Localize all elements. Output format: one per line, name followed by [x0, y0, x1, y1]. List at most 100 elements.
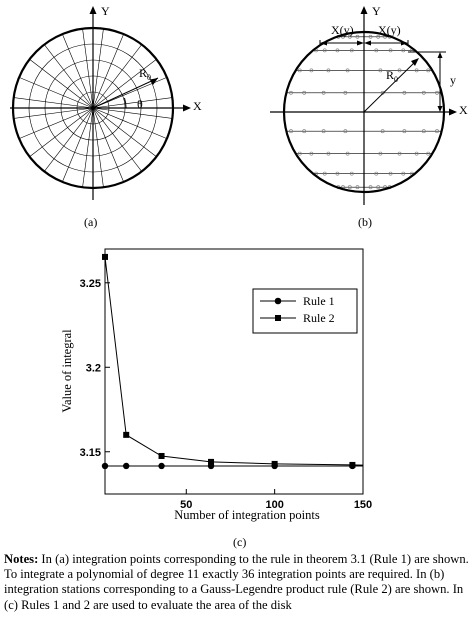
gauss-point [343, 90, 348, 95]
rule1-point [101, 462, 109, 470]
gauss-point [435, 90, 439, 95]
gauss-point [426, 68, 431, 73]
polar-spoke [44, 107, 94, 172]
gauss-point [397, 151, 402, 156]
panel-b-xy-left-arrow-icon [320, 40, 327, 46]
panel-a-angle-arc [124, 97, 127, 109]
gauss-point [297, 68, 302, 73]
gauss-point [343, 129, 348, 134]
polar-spoke [18, 77, 94, 109]
chart-series [101, 253, 364, 470]
x-tick-label: 50 [180, 499, 192, 511]
gauss-point [402, 129, 407, 134]
legend-rule2-marker [275, 315, 281, 321]
chart-ticks: 50 100 150 3.15 3.2 3.25 [80, 278, 373, 511]
polar-spoke [92, 107, 168, 139]
panel-b-y-dim-arrow-bottom-icon [437, 106, 443, 112]
legend-rule1-marker [274, 297, 282, 305]
gauss-point [289, 90, 293, 95]
polar-spoke [13, 107, 94, 119]
polar-ring [60, 75, 126, 141]
panel-a-y-label: Y [101, 4, 110, 18]
gauss-point [435, 129, 439, 134]
panel-a-x-label: X [193, 99, 202, 113]
x-tick-label: 150 [354, 499, 372, 511]
gauss-point [378, 151, 383, 156]
gauss-point [421, 129, 426, 134]
polar-spoke [92, 97, 173, 109]
polar-spoke [92, 107, 173, 119]
polar-ring [76, 91, 110, 125]
gauss-point [368, 34, 373, 39]
gauss-point [289, 129, 293, 134]
polar-spoke [92, 107, 124, 183]
gauss-point [401, 48, 406, 53]
gauss-point [414, 151, 419, 156]
panel-b-caption: (b) [358, 215, 372, 229]
panel-b-xy-right-arrow-icon [364, 40, 371, 46]
panel-b-y-arrow-icon [360, 6, 368, 14]
gauss-point [376, 185, 381, 190]
polar-spoke [29, 107, 94, 157]
polar-spoke [92, 44, 142, 109]
gauss-point [380, 129, 385, 134]
gauss-point [309, 151, 314, 156]
plot-frame [104, 248, 364, 495]
chart-legend: Rule 1 Rule 2 [252, 288, 358, 334]
y-axis-label: Value of integral [60, 329, 74, 413]
gauss-point [402, 90, 407, 95]
gauss-point [322, 171, 327, 176]
x-tick-label: 100 [265, 499, 283, 511]
panel-b-radius-arrow-icon [411, 58, 419, 66]
panel-a-x-arrow-icon [183, 104, 191, 112]
panel-b-y-dim-label: y [450, 73, 456, 87]
rule1-point [123, 462, 130, 470]
legend-box [252, 288, 358, 334]
panel-a-disk-boundary [11, 26, 175, 190]
panel-b-xy-right-arrow2-icon [401, 40, 408, 46]
y-tick-label: 3.2 [86, 362, 101, 374]
notes-text: In (a) integration points corresponding … [4, 552, 469, 612]
polar-spoke [13, 97, 94, 109]
polar-spoke [92, 59, 157, 109]
panel-b-radius-label: R0 [386, 68, 398, 84]
panel-a-y-arrow-icon [89, 6, 97, 14]
polar-spoke [62, 107, 94, 183]
gauss-point [401, 171, 406, 176]
rule1-point [158, 462, 165, 470]
gauss-point [302, 129, 307, 134]
gauss-point [326, 151, 331, 156]
panel-b-xy-right-label: X(y) [378, 23, 401, 37]
rule2-point [349, 461, 356, 468]
gauss-point [414, 68, 419, 73]
gauss-point [345, 68, 350, 73]
polar-spoke [82, 28, 94, 109]
gauss-point [321, 90, 326, 95]
polar-ring [44, 59, 142, 157]
gauss-point [326, 68, 331, 73]
polar-spoke [18, 107, 94, 139]
panel-a-radius-arrow-icon [150, 78, 158, 85]
gauss-point [349, 48, 354, 53]
legend-rule1-label: Rule 1 [303, 294, 335, 308]
gauss-point [374, 48, 379, 53]
panel-a-caption: (a) [84, 215, 97, 229]
gauss-point [355, 185, 360, 190]
gauss-point [347, 34, 352, 39]
panel-b-y-label: Y [372, 4, 381, 18]
panel-b-x-arrow-icon [449, 108, 457, 116]
panel-a-polar-grid [13, 28, 173, 188]
polar-spoke [29, 59, 94, 109]
panel-a-radius-label: R0 [139, 66, 151, 82]
panel-b-disk-boundary [282, 30, 446, 194]
polar-spoke [92, 107, 142, 172]
gauss-point [302, 90, 307, 95]
panel-b-x-label: X [459, 103, 468, 117]
panel-b: Y X X(y) X(y) R0 y (b) [270, 4, 468, 229]
polar-ring [28, 43, 158, 173]
gauss-point [345, 151, 350, 156]
polar-spoke [92, 28, 104, 109]
panel-c-caption: (c) [233, 535, 246, 549]
gauss-point [335, 171, 340, 176]
